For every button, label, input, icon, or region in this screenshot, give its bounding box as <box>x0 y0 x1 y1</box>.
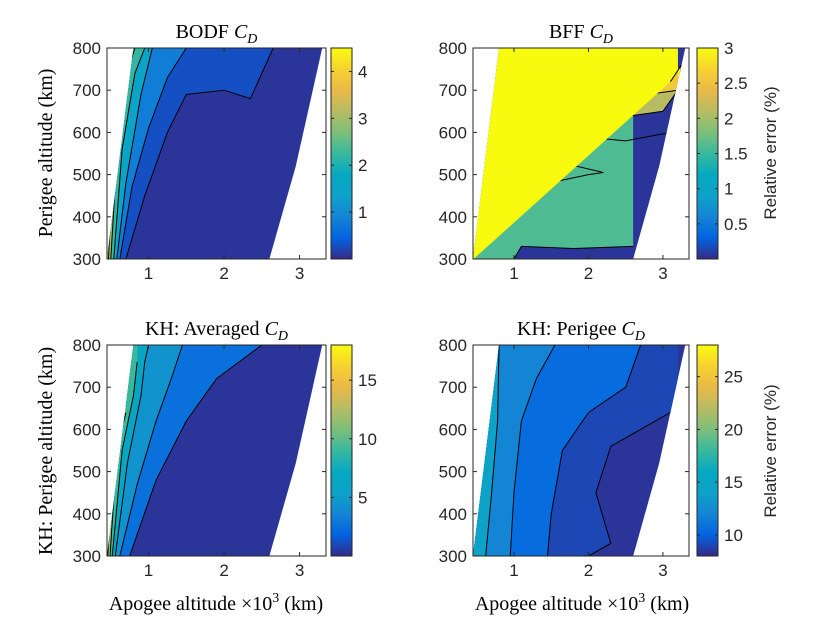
y-tick-label: 800 <box>73 336 101 355</box>
x-tick-label: 2 <box>584 561 593 580</box>
y-axis-label-top: Perigee altitude (km) <box>35 69 57 238</box>
contour-field <box>107 345 323 556</box>
colorbar-label-top: Relative error (%) <box>761 86 780 219</box>
x-tick-label: 2 <box>584 264 593 283</box>
x-tick-label: 1 <box>509 264 518 283</box>
contour-line <box>119 48 187 259</box>
colorbar-tick-label: 1.5 <box>724 145 748 164</box>
colorbar-tick-label: 5 <box>358 488 367 507</box>
colorbar-tick-label: 20 <box>724 420 743 439</box>
x-tick-label: 2 <box>219 561 228 580</box>
colorbar-tick-label: 2 <box>358 156 367 175</box>
colorbar-tick-label: 15 <box>358 371 377 390</box>
y-tick-label: 600 <box>73 123 101 142</box>
y-tick-label: 400 <box>439 505 467 524</box>
contour-line <box>588 407 679 556</box>
panel-3: 1 2 3 300 400 500 600 700 800 KH: Averaged CD 5 10 1… <box>73 318 377 580</box>
colorbar <box>330 47 353 260</box>
y-tick-label: 400 <box>439 208 467 227</box>
x-tick-label: 3 <box>295 264 304 283</box>
y-tick-label: 500 <box>73 166 101 185</box>
axes-box <box>106 344 327 557</box>
colorbar <box>696 344 719 557</box>
colorbar <box>330 344 353 557</box>
y-tick-label: 700 <box>73 81 101 100</box>
contour-line <box>129 345 263 556</box>
axes-box <box>106 47 327 260</box>
contour-line <box>116 48 153 259</box>
panel-4: 1 2 3 300 400 500 600 700 800 KH: Perigee CD 10 15 2… <box>439 318 743 580</box>
colorbar-tick-label: 1 <box>358 203 367 222</box>
x-tick-label: 1 <box>144 561 153 580</box>
y-tick-label: 500 <box>439 463 467 482</box>
contour-line <box>125 48 274 259</box>
colorbar-tick-label: 3 <box>358 109 367 128</box>
colorbar-tick-label: 3 <box>724 39 733 58</box>
y-tick-label: 500 <box>73 463 101 482</box>
contour-line <box>111 361 138 556</box>
colorbar-tick-label: 10 <box>724 526 743 545</box>
y-tick-label: 300 <box>73 547 101 566</box>
y-axis-label-bottom: KH: Perigee altitude (km) <box>35 347 57 555</box>
panel-title: KH: Perigee CD <box>517 318 645 344</box>
panel-title: BODF CD <box>176 21 258 47</box>
contour-field <box>473 345 686 556</box>
contour-field <box>473 48 686 259</box>
colorbar-tick-label: 10 <box>358 430 377 449</box>
y-tick-label: 300 <box>439 547 467 566</box>
panel-1: 1 2 3 300 400 500 600 700 800 BODF CD 1 2 3 4 <box>73 21 368 283</box>
contour-line <box>114 345 150 556</box>
contour-line <box>493 345 499 358</box>
y-tick-label: 300 <box>439 250 467 269</box>
contour-line <box>491 345 496 379</box>
contour-field <box>107 48 323 259</box>
x-tick-label: 3 <box>658 264 667 283</box>
x-tick-label: 1 <box>144 264 153 283</box>
colorbar-tick-label: 15 <box>724 473 743 492</box>
x-axis-label-left: Apogee altitude ×103 (km) <box>109 591 323 615</box>
contour-line <box>509 345 556 556</box>
y-tick-label: 500 <box>439 166 467 185</box>
colorbar-tick-label: 1 <box>724 180 733 199</box>
x-axis-label-right: Apogee altitude ×103 (km) <box>475 591 689 615</box>
y-tick-label: 800 <box>73 39 101 58</box>
y-tick-label: 300 <box>73 250 101 269</box>
x-tick-label: 3 <box>295 561 304 580</box>
colorbar-label-bottom: Relative error (%) <box>761 384 780 517</box>
y-tick-label: 700 <box>439 81 467 100</box>
y-tick-label: 600 <box>73 420 101 439</box>
contour-line <box>513 245 634 259</box>
y-tick-label: 400 <box>73 505 101 524</box>
axes-box <box>472 47 690 260</box>
colorbar-tick-label: 4 <box>358 62 367 81</box>
colorbar-tick-label: 25 <box>724 368 743 387</box>
panel-title: BFF CD <box>549 21 613 47</box>
colorbar-tick-label: 2 <box>724 109 733 128</box>
x-tick-label: 3 <box>658 561 667 580</box>
y-tick-label: 800 <box>439 336 467 355</box>
contour-band <box>473 48 682 259</box>
colorbar <box>696 47 719 260</box>
axes-box <box>472 344 690 557</box>
contour-line <box>119 345 183 556</box>
x-tick-label: 2 <box>219 264 228 283</box>
contour-line <box>113 48 146 259</box>
contour-line <box>546 345 642 556</box>
colorbar-tick-label: 2.5 <box>724 74 748 93</box>
panel-2: 1 2 3 300 400 500 600 700 800 BFF CD 0.5 1 1.5 2 2.5 3 <box>439 21 748 283</box>
panel-title: KH: Averaged CD <box>145 318 288 344</box>
contour-line <box>485 345 500 556</box>
x-tick-label: 1 <box>509 561 518 580</box>
colorbar-tick-label: 0.5 <box>724 215 748 234</box>
y-tick-label: 700 <box>439 378 467 397</box>
y-tick-label: 400 <box>73 208 101 227</box>
y-tick-label: 600 <box>439 123 467 142</box>
y-tick-label: 600 <box>439 420 467 439</box>
y-tick-label: 800 <box>439 39 467 58</box>
y-tick-label: 700 <box>73 378 101 397</box>
